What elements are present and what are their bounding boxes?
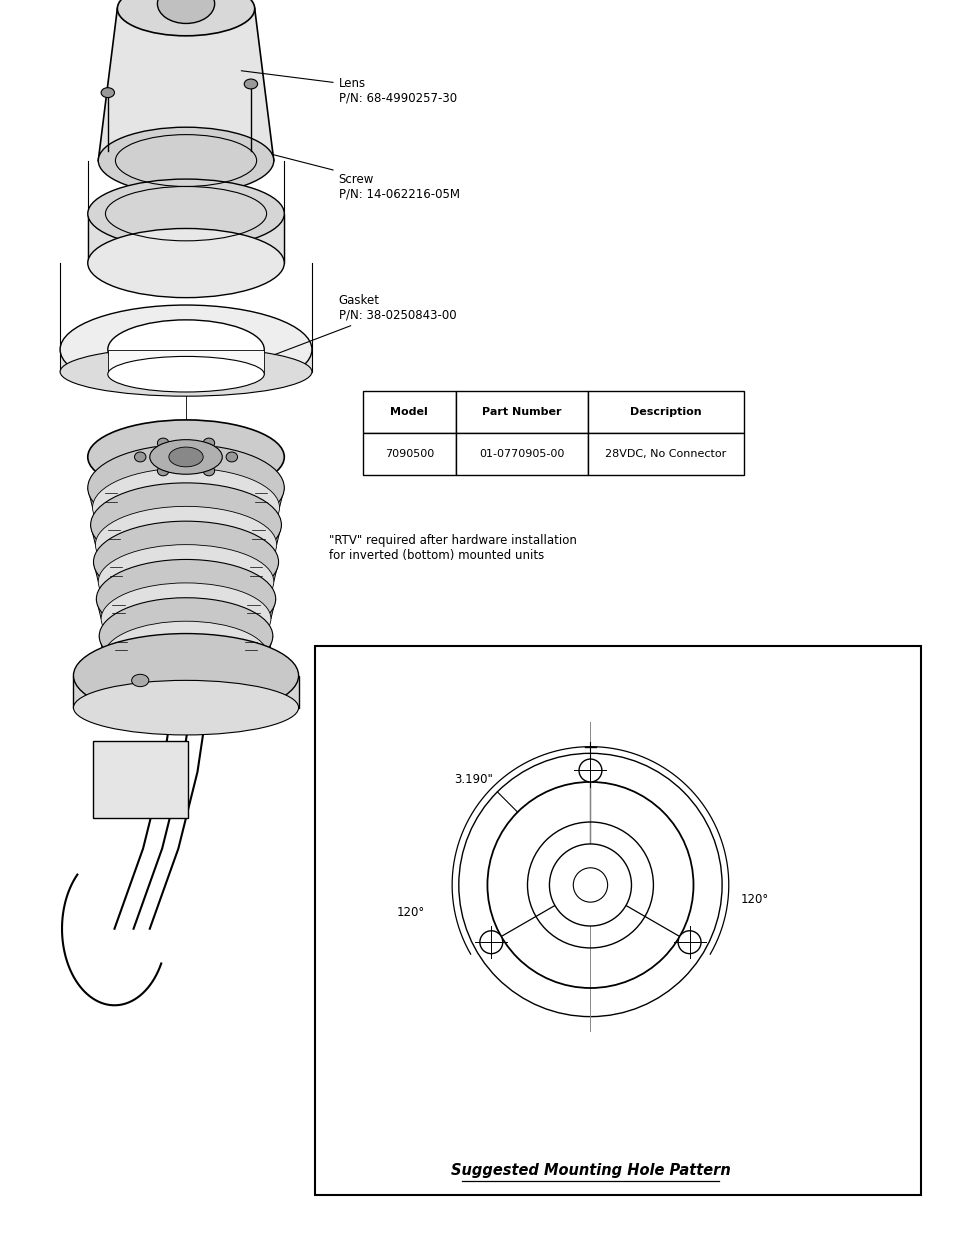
Ellipse shape xyxy=(549,844,631,926)
Ellipse shape xyxy=(95,506,276,583)
Bar xyxy=(587,391,743,433)
Ellipse shape xyxy=(101,583,271,655)
Polygon shape xyxy=(73,676,298,708)
Ellipse shape xyxy=(93,521,278,603)
Text: 1.00" Clearance for wires: 1.00" Clearance for wires xyxy=(502,952,639,1174)
Ellipse shape xyxy=(458,753,721,1016)
Text: 120°: 120° xyxy=(396,905,425,919)
Bar xyxy=(362,391,456,433)
Text: 3.190": 3.190" xyxy=(455,773,493,785)
Ellipse shape xyxy=(60,305,312,394)
Ellipse shape xyxy=(88,445,284,531)
Ellipse shape xyxy=(73,680,298,735)
Polygon shape xyxy=(60,350,312,372)
Text: 7090500: 7090500 xyxy=(384,450,434,459)
Bar xyxy=(456,391,587,433)
Text: 28VDC, No Connector: 28VDC, No Connector xyxy=(604,450,726,459)
Text: "RTV" required after hardware installation
for inverted (bottom) mounted units: "RTV" required after hardware installati… xyxy=(329,534,577,562)
Bar xyxy=(456,433,587,475)
Ellipse shape xyxy=(73,634,298,718)
Ellipse shape xyxy=(99,598,273,674)
Text: 3x#6-32 MTG: 3x#6-32 MTG xyxy=(700,952,912,1116)
Polygon shape xyxy=(98,9,274,161)
Ellipse shape xyxy=(92,468,279,547)
Ellipse shape xyxy=(150,440,222,474)
Ellipse shape xyxy=(88,179,284,248)
Polygon shape xyxy=(99,636,273,656)
Ellipse shape xyxy=(203,438,214,448)
Ellipse shape xyxy=(88,228,284,298)
Polygon shape xyxy=(93,562,278,582)
Text: Gasket
P/N: 38-0250843-00: Gasket P/N: 38-0250843-00 xyxy=(274,294,456,354)
Bar xyxy=(314,646,920,1195)
Text: 120°: 120° xyxy=(740,893,768,906)
Ellipse shape xyxy=(169,447,203,467)
Ellipse shape xyxy=(678,931,700,953)
Ellipse shape xyxy=(108,357,264,391)
Ellipse shape xyxy=(157,466,169,475)
Text: Screw
P/N: 14-062216-05M: Screw P/N: 14-062216-05M xyxy=(251,149,459,201)
Ellipse shape xyxy=(98,127,274,194)
Text: Model: Model xyxy=(390,408,428,417)
Text: Description: Description xyxy=(629,408,701,417)
Ellipse shape xyxy=(60,347,312,396)
Ellipse shape xyxy=(101,88,114,98)
Polygon shape xyxy=(91,525,281,545)
Ellipse shape xyxy=(479,931,502,953)
Ellipse shape xyxy=(203,466,214,475)
Text: Suggested Mounting Hole Pattern: Suggested Mounting Hole Pattern xyxy=(450,1163,730,1178)
Bar xyxy=(92,741,188,818)
Ellipse shape xyxy=(578,760,601,782)
Ellipse shape xyxy=(108,320,264,379)
Ellipse shape xyxy=(98,545,274,619)
Ellipse shape xyxy=(134,452,146,462)
Ellipse shape xyxy=(96,559,275,638)
Ellipse shape xyxy=(573,868,607,902)
Polygon shape xyxy=(96,599,275,619)
Polygon shape xyxy=(88,214,284,263)
Polygon shape xyxy=(108,350,264,374)
Bar xyxy=(587,433,743,475)
Ellipse shape xyxy=(104,621,268,690)
Ellipse shape xyxy=(157,0,214,23)
Polygon shape xyxy=(88,488,284,508)
Ellipse shape xyxy=(157,438,169,448)
Ellipse shape xyxy=(88,420,284,494)
Ellipse shape xyxy=(132,674,149,687)
Text: Lens
P/N: 68-4990257-30: Lens P/N: 68-4990257-30 xyxy=(241,70,456,105)
Ellipse shape xyxy=(91,483,281,567)
Ellipse shape xyxy=(226,452,237,462)
Ellipse shape xyxy=(244,79,257,89)
Text: 01-0770905-00: 01-0770905-00 xyxy=(478,450,564,459)
Text: Part Number: Part Number xyxy=(481,408,561,417)
Ellipse shape xyxy=(117,0,254,36)
Bar xyxy=(362,433,456,475)
